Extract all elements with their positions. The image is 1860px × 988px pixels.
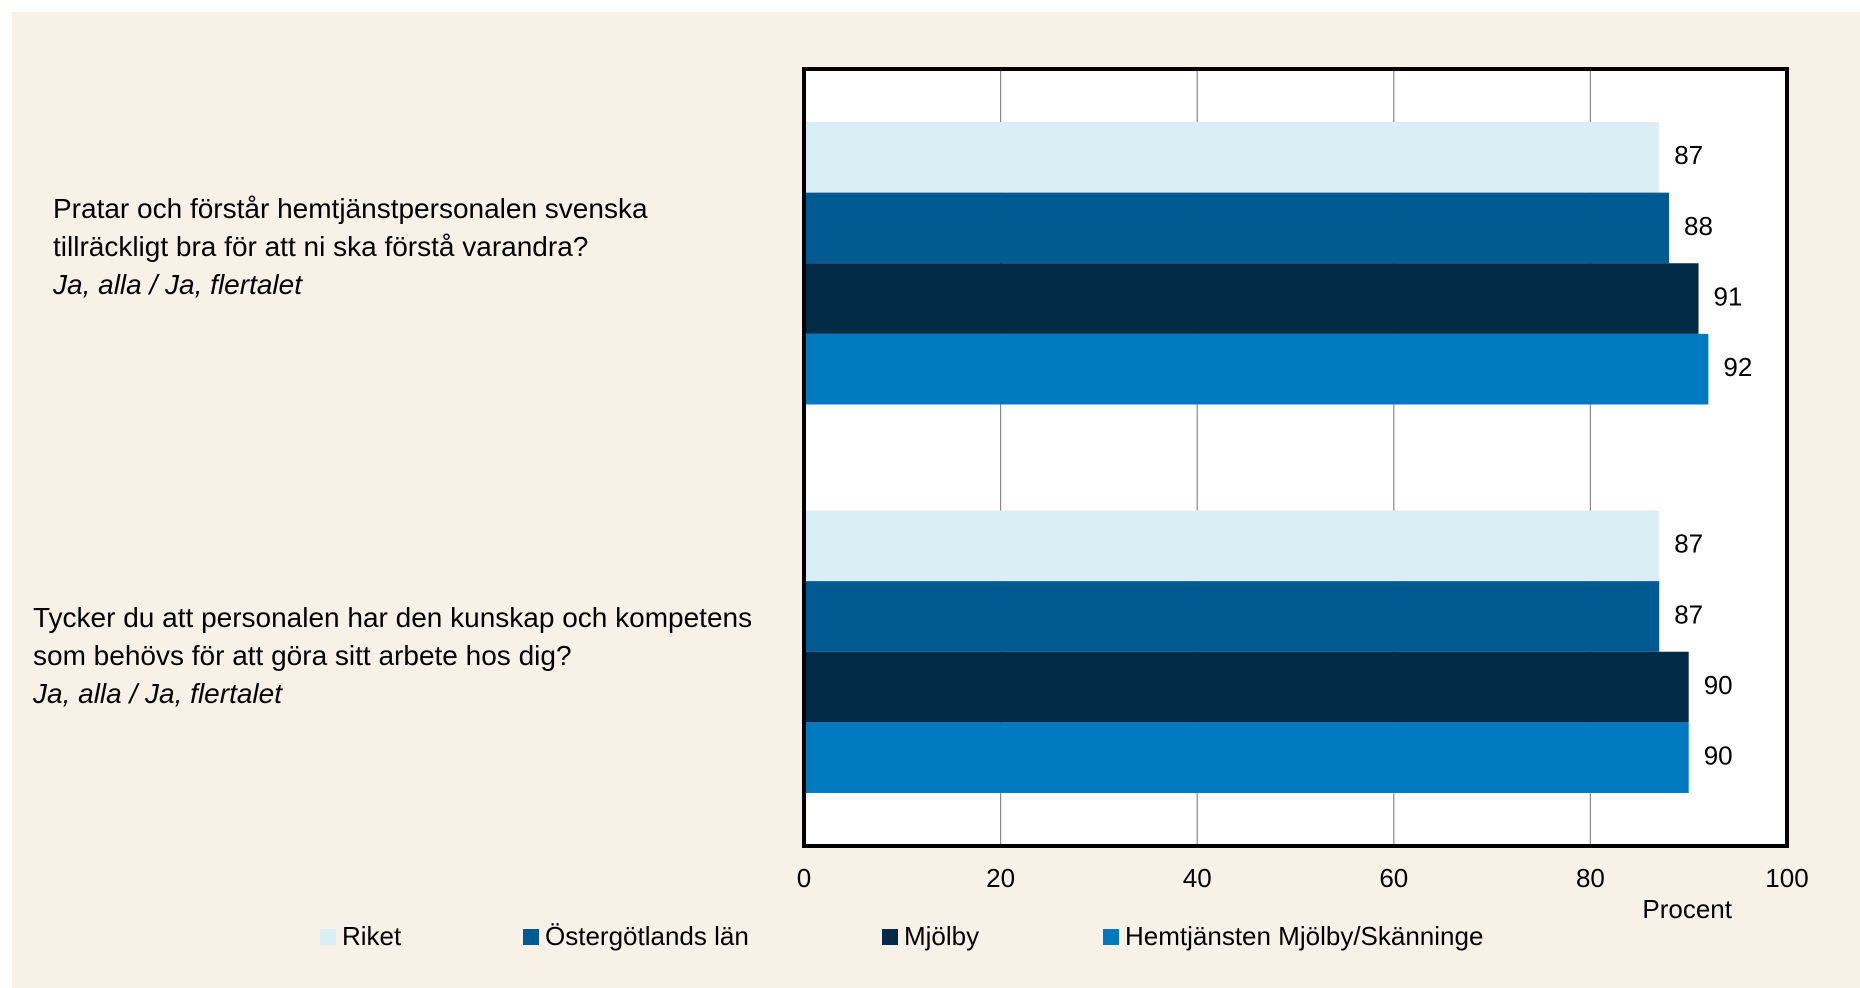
x-tick-label: 100: [1765, 863, 1808, 893]
question: Pratar och förstår hemtjänstpersonalen s…: [53, 193, 648, 262]
answer-note: Ja, alla / Ja, flertalet: [53, 269, 303, 300]
category-label: Pratar och förstår hemtjänstpersonalen s…: [53, 190, 693, 304]
bar: [804, 510, 1660, 582]
legend-swatch: [1103, 929, 1119, 945]
legend-label: Hemtjänsten Mjölby/Skänninge: [1125, 921, 1483, 951]
legend-swatch: [882, 929, 898, 945]
value-label: 90: [1704, 670, 1733, 700]
value-label: 87: [1674, 529, 1703, 559]
bar: [804, 122, 1660, 193]
legend-swatch: [523, 929, 539, 945]
legend-label: Östergötlands län: [545, 921, 749, 951]
legend-label: Riket: [342, 921, 402, 951]
x-tick-label: 0: [797, 863, 811, 893]
legend-swatch: [320, 929, 336, 945]
x-tick-label: 60: [1379, 863, 1408, 893]
plot-border: [802, 67, 1789, 848]
x-axis-label: Procent: [1642, 894, 1732, 924]
value-label: 87: [1674, 140, 1703, 170]
x-tick-label: 40: [1183, 863, 1212, 893]
value-label: 88: [1684, 211, 1713, 241]
bar: [804, 581, 1660, 652]
value-label: 92: [1723, 352, 1752, 382]
value-label: 90: [1704, 741, 1733, 771]
bar: [804, 333, 1709, 405]
category-label: Tycker du att personalen har den kunskap…: [33, 599, 783, 713]
x-tick-label: 20: [986, 863, 1015, 893]
question: Tycker du att personalen har den kunskap…: [33, 602, 753, 671]
value-label: 91: [1714, 281, 1743, 311]
bar: [804, 192, 1670, 264]
bar: [804, 722, 1689, 793]
answer-note: Ja, alla / Ja, flertalet: [33, 678, 283, 709]
bar: [804, 651, 1689, 723]
value-label: 87: [1674, 599, 1703, 629]
legend-label: Mjölby: [904, 921, 979, 951]
bar: [804, 263, 1699, 334]
x-tick-label: 80: [1576, 863, 1605, 893]
